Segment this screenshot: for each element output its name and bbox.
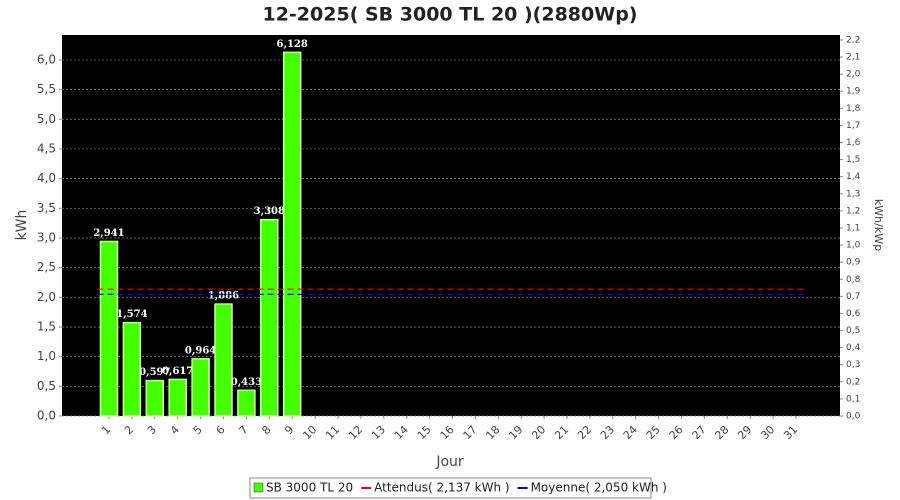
y-axis-label: kWh	[14, 210, 30, 241]
y2-tick-label: 2,2	[846, 35, 860, 45]
value-label: 0,964	[185, 345, 216, 356]
value-label: 2,941	[93, 228, 124, 239]
value-label: 0,597	[139, 367, 170, 378]
y2-tick-label: 0,6	[846, 309, 861, 319]
bar	[237, 389, 256, 417]
value-label: 6,128	[277, 39, 308, 50]
y2-tick-label: 1,5	[846, 155, 860, 165]
y2-tick-label: 1,4	[846, 172, 861, 182]
y-tick-label: 6,0	[37, 52, 56, 66]
bar	[214, 303, 233, 417]
y2-tick-label: 0,4	[846, 343, 861, 353]
y2-tick-label: 0,1	[846, 394, 860, 404]
y-tick-label: 4,5	[37, 141, 56, 155]
value-label: 3,308	[254, 206, 285, 217]
y2-tick-label: 1,8	[846, 104, 861, 114]
y2-tick-label: 1,3	[846, 189, 860, 199]
y2-tick-label: 1,7	[846, 121, 860, 131]
bar	[191, 358, 210, 417]
bar	[122, 321, 142, 417]
plot-area	[62, 35, 840, 416]
value-label: 0,617	[162, 366, 193, 377]
y-tick-label: 3,5	[37, 201, 56, 215]
y2-tick-label: 1,0	[846, 241, 861, 251]
x-axis-label: Jour	[435, 454, 464, 470]
y2-tick-label: 1,2	[846, 206, 860, 216]
legend-label: Moyenne( 2,050 kWh )	[531, 481, 667, 495]
value-label: 1,886	[208, 291, 239, 302]
legend-box	[249, 477, 652, 499]
y-tick-label: 0,5	[37, 379, 56, 393]
bar	[260, 218, 279, 417]
y-tick-label: 4,0	[37, 171, 56, 185]
y2-tick-label: 0,2	[846, 377, 860, 387]
y2-tick-label: 0,8	[846, 275, 861, 285]
y2-tick-label: 0,3	[846, 360, 860, 370]
bar	[282, 51, 302, 417]
bar	[99, 240, 119, 417]
y-tick-label: 5,5	[37, 82, 56, 96]
value-label: 0,433	[231, 377, 262, 388]
y-tick-label: 2,5	[37, 260, 56, 274]
chart-title: 12-2025( SB 3000 TL 20 )(2880Wp)	[262, 4, 637, 26]
y-tick-label: 3,0	[37, 230, 56, 244]
legend-label: SB 3000 TL 20	[266, 481, 353, 495]
bar	[145, 379, 165, 417]
y2-tick-label: 0,7	[846, 292, 860, 302]
value-label: 1,574	[116, 309, 147, 320]
y-tick-label: 1,0	[37, 349, 56, 363]
y2-tick-label: 1,1	[846, 223, 860, 233]
y-tick-label: 5,0	[37, 112, 56, 126]
bar	[168, 378, 187, 417]
legend-label: Attendus( 2,137 kWh )	[374, 481, 509, 495]
y2-tick-label: 0,0	[846, 412, 861, 422]
y2-tick-label: 1,9	[846, 87, 861, 97]
legend-swatch	[253, 482, 264, 493]
y2-axis-label: kWh/kWp	[872, 199, 885, 251]
y2-tick-label: 2,1	[846, 53, 860, 63]
y2-tick-label: 2,0	[846, 70, 861, 80]
y2-tick-label: 0,5	[846, 326, 860, 336]
y2-tick-label: 0,9	[846, 258, 861, 268]
y-tick-label: 0,0	[37, 409, 56, 423]
y2-tick-label: 1,6	[846, 138, 861, 148]
y-tick-label: 1,5	[37, 319, 56, 333]
y-tick-label: 2,0	[37, 290, 56, 304]
